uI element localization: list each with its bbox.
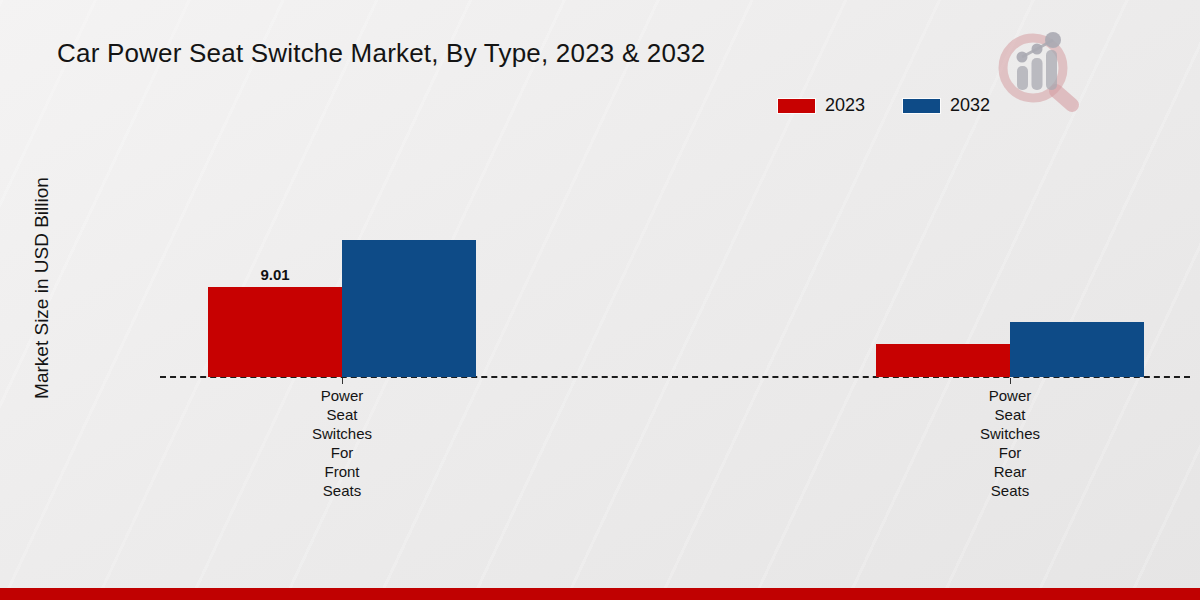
x-axis-tick	[342, 378, 343, 384]
bar-2023-category-0	[208, 287, 342, 377]
chart-canvas: Car Power Seat Switche Market, By Type, …	[0, 0, 1200, 600]
bar-value-label: 9.01	[260, 266, 289, 283]
bar-2023-category-1	[876, 344, 1010, 377]
footer-accent-bar	[0, 588, 1200, 600]
bar-2032-category-0	[342, 240, 476, 377]
x-axis-tick	[1010, 378, 1011, 384]
x-axis-category-label: Power Seat Switches For Rear Seats	[980, 386, 1040, 500]
plot-area: Power Seat Switches For Front Seats Power…	[0, 0, 1200, 600]
bar-2032-category-1	[1010, 322, 1144, 377]
x-axis-category-label: Power Seat Switches For Front Seats	[312, 386, 372, 500]
